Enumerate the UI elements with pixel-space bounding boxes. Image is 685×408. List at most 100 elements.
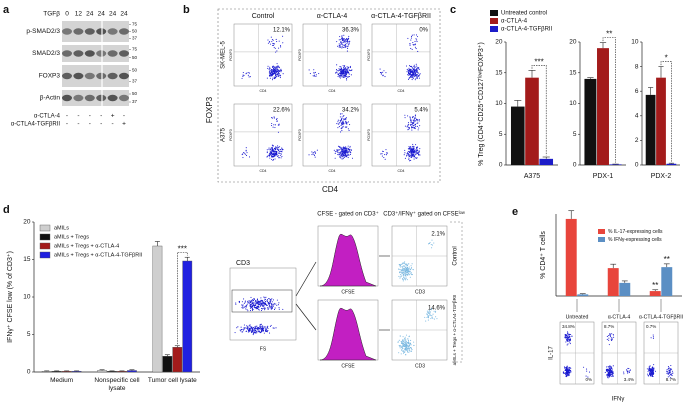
event-dot [271, 66, 274, 69]
event-dot [426, 313, 428, 316]
y-axis-label: % CD4⁺ T cells [540, 231, 547, 279]
event-dot [411, 48, 413, 50]
bar [645, 94, 656, 165]
legend-label: aMILs [54, 225, 69, 231]
event-dot [336, 71, 338, 73]
event-dot [279, 77, 281, 79]
event-dot [567, 336, 569, 338]
event-dot [252, 331, 254, 333]
event-dot [308, 69, 310, 71]
event-dot [402, 272, 404, 274]
event-dot [649, 368, 651, 370]
event-dot [268, 298, 270, 300]
event-dot [277, 149, 279, 151]
event-dot [407, 341, 410, 343]
event-dot [251, 306, 253, 308]
event-dot [404, 268, 406, 270]
event-dot [341, 155, 343, 157]
event-dot [350, 74, 352, 76]
event-dot [436, 318, 438, 320]
event-dot [253, 330, 256, 332]
event-dot [653, 364, 655, 366]
event-dot [670, 371, 672, 373]
event-dot [262, 328, 264, 330]
event-dot [409, 118, 411, 120]
event-dot [647, 374, 649, 376]
event-dot [568, 369, 571, 372]
blot-band [62, 50, 72, 57]
event-dot [403, 342, 405, 344]
dashed-frame [217, 8, 441, 183]
event-dot [425, 320, 427, 322]
event-dot [279, 154, 281, 156]
event-dot [250, 296, 252, 298]
event-dot [571, 335, 573, 337]
event-dot [273, 154, 275, 156]
event-dot [271, 72, 273, 74]
event-dot [340, 118, 343, 120]
event-dot [347, 154, 349, 156]
event-dot [410, 348, 412, 350]
event-dot [403, 350, 405, 352]
blot-band [73, 28, 84, 35]
lane-label: 24 [86, 11, 94, 18]
event-dot [348, 42, 350, 44]
event-dot [341, 71, 343, 73]
event-dot [243, 152, 245, 154]
arrow [295, 261, 317, 297]
event-dot [627, 367, 629, 369]
condition-sign: - [89, 113, 91, 120]
event-dot [273, 117, 275, 119]
event-dot [406, 350, 408, 352]
event-dot [407, 274, 409, 276]
event-dot [433, 318, 435, 320]
blot-band [107, 72, 118, 80]
event-dot [405, 346, 408, 348]
event-dot [410, 150, 413, 152]
event-dot [342, 148, 344, 150]
event-dot [672, 372, 674, 374]
event-dot [245, 149, 247, 151]
event-dot [414, 128, 416, 130]
y-tick-label: 20 [495, 39, 503, 46]
flow-plot [302, 103, 362, 167]
event-dot [347, 145, 349, 147]
blot-band [119, 94, 129, 102]
event-dot [668, 369, 671, 371]
error-bar [129, 369, 135, 371]
event-dot [404, 341, 406, 343]
event-dot [260, 325, 262, 327]
condition-sign: - [66, 121, 68, 128]
event-dot [274, 152, 277, 154]
event-dot [566, 373, 569, 375]
event-dot [266, 331, 268, 333]
event-dot [247, 300, 249, 302]
event-dot [271, 125, 273, 127]
event-dot [266, 156, 268, 158]
condition-sign: - [89, 121, 91, 128]
event-dot [565, 341, 567, 343]
event-dot [308, 154, 310, 156]
event-dot [406, 264, 408, 266]
event-dot [412, 77, 414, 79]
event-dot [258, 303, 260, 306]
event-dot [259, 327, 262, 329]
event-dot [278, 40, 280, 42]
event-dot [648, 366, 650, 368]
event-dot [404, 348, 406, 351]
event-dot [254, 299, 257, 302]
event-dot [612, 371, 614, 373]
event-dot [345, 126, 347, 128]
event-dot [339, 113, 342, 115]
panel-label: c [450, 4, 456, 16]
event-dot [588, 371, 591, 373]
event-dot [399, 269, 401, 271]
event-dot [412, 77, 415, 79]
event-dot [568, 340, 570, 342]
event-dot [275, 149, 277, 151]
event-dot [268, 147, 270, 149]
event-dot [275, 71, 278, 73]
event-dot [413, 127, 416, 129]
event-dot [402, 345, 404, 348]
event-dot [608, 365, 611, 367]
